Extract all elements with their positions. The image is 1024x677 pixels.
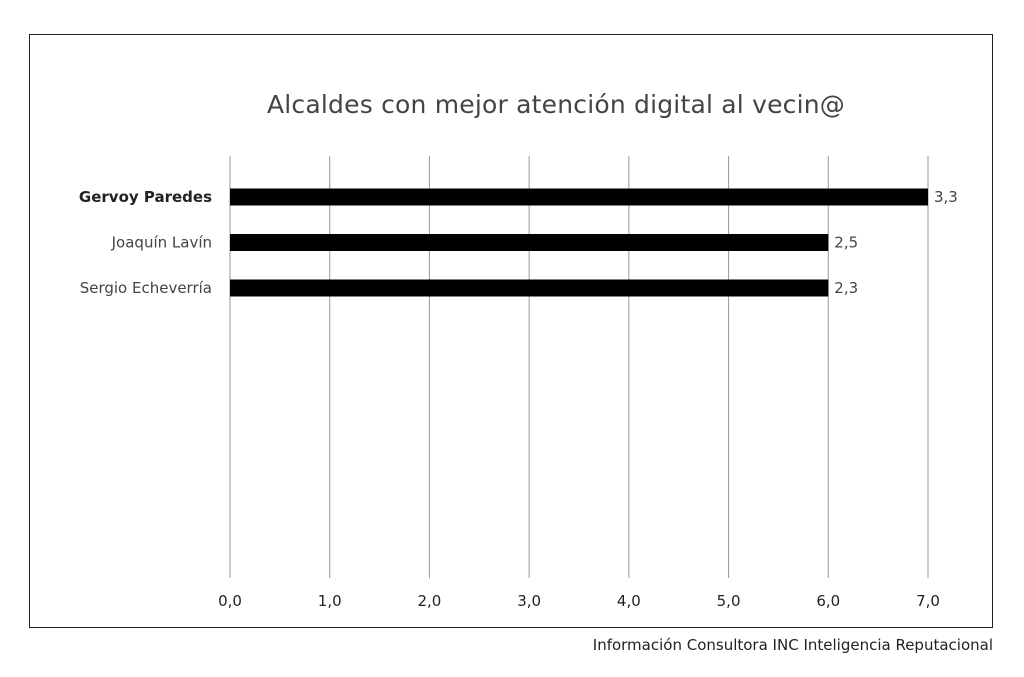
bar <box>230 234 829 251</box>
x-tick-label: 3,0 <box>517 592 541 610</box>
x-tick-label: 2,0 <box>417 592 441 610</box>
gridlines <box>229 156 929 578</box>
data-label: 2,3 <box>834 279 858 297</box>
data-labels: 3,3 2,5 2,3 <box>834 188 958 297</box>
x-tick-labels: 0,0 1,0 2,0 3,0 4,0 5,0 6,0 7,0 <box>218 592 940 610</box>
category-label: Joaquín Lavín <box>111 234 212 252</box>
x-tick-label: 4,0 <box>617 592 641 610</box>
category-label: Gervoy Paredes <box>79 188 212 206</box>
category-label: Sergio Echeverría <box>80 279 212 297</box>
x-tick-label: 1,0 <box>318 592 342 610</box>
x-tick-label: 6,0 <box>816 592 840 610</box>
bars <box>230 188 928 297</box>
chart-frame <box>29 34 993 628</box>
x-tick-label: 5,0 <box>717 592 741 610</box>
bar <box>230 188 928 206</box>
data-label: 3,3 <box>934 188 958 206</box>
source-note: Información Consultora INC Inteligencia … <box>592 636 993 654</box>
category-labels: Gervoy Paredes Joaquín Lavín Sergio Echeve… <box>79 188 212 297</box>
chart-title: Alcaldes con mejor atención digital al v… <box>266 90 845 119</box>
x-tick-label: 0,0 <box>218 592 242 610</box>
x-tick-label: 7,0 <box>916 592 940 610</box>
bar <box>230 279 829 297</box>
data-label: 2,5 <box>834 234 858 252</box>
